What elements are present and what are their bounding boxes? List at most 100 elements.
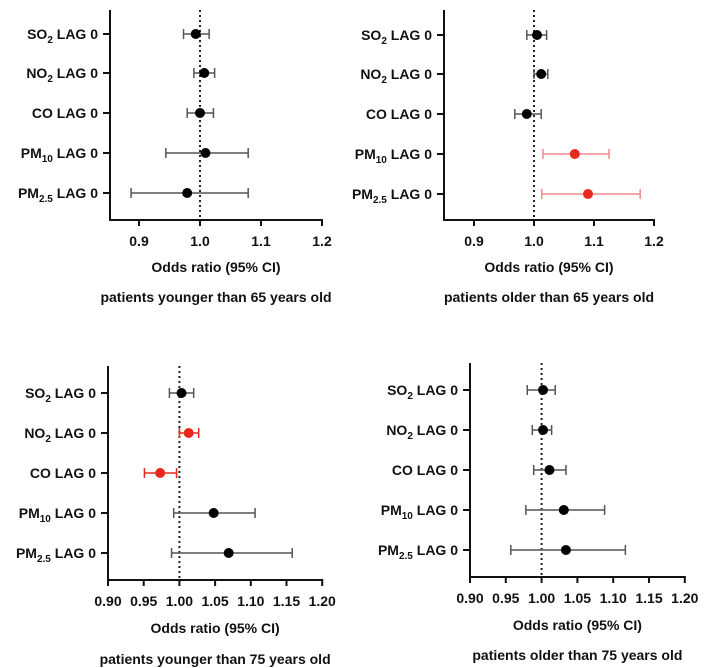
row-label-subscript: 2 [381, 36, 387, 47]
odds-ratio-point [569, 149, 580, 159]
row-label-subscript: 2 [381, 75, 387, 86]
row-label: PM2.5 LAG 0 [352, 186, 432, 206]
x-tick-label: 1.20 [671, 590, 698, 606]
row-label-lag: LAG 0 [413, 502, 458, 518]
x-tick-label: 1.2 [644, 233, 664, 249]
row-label: CO LAG 0 [392, 462, 458, 478]
odds-ratio-point [521, 109, 532, 119]
forest-panel-3: 0.90 0.95 1.00 1.05 1.10 1.15 1.20 Odds ratio (… [16, 366, 336, 667]
x-tick-label: 1.15 [273, 593, 300, 609]
row-label-name: NO [386, 422, 407, 438]
row-label-subscript: 2 [47, 35, 53, 46]
row-label-lag: LAG 0 [387, 66, 432, 82]
row-label-lag: LAG 0 [387, 27, 432, 43]
row-label-name: NO [26, 65, 47, 81]
odds-ratio-point [223, 548, 234, 558]
odds-ratio-point [183, 428, 194, 438]
row-label-subscript: 2 [47, 74, 53, 85]
x-tick-label: 1.1 [251, 233, 271, 249]
row-label-subscript: 10 [42, 154, 54, 165]
x-tick-label: 1.0 [524, 233, 544, 249]
x-tick-label: 1.05 [201, 593, 228, 609]
row-label-subscript: 2 [407, 431, 413, 442]
row-label: SO2 LAG 0 [27, 26, 98, 46]
odds-ratio-point [536, 69, 547, 79]
row-label-name: SO [25, 385, 45, 401]
row-label: PM2.5 LAG 0 [378, 542, 458, 562]
row-label-lag: LAG 0 [53, 145, 98, 161]
x-tick-label: 0.95 [130, 593, 157, 609]
row-label-lag: LAG 0 [51, 505, 96, 521]
row-label-name: PM [352, 186, 373, 202]
x-tick-label: 1.00 [528, 590, 555, 606]
x-tick-label: 1.1 [584, 233, 604, 249]
odds-ratio-point [200, 148, 211, 158]
x-axis-label: Odds ratio (95% CI) [513, 617, 642, 633]
x-axis-label: Odds ratio (95% CI) [151, 620, 280, 636]
odds-ratio-point [195, 108, 205, 118]
x-tick-label: 0.90 [94, 593, 121, 609]
forest-panel-2: 0.9 1.0 1.1 1.2 Odds ratio (95% CI) patients … [352, 10, 664, 305]
row-label: PM2.5 LAG 0 [16, 545, 96, 565]
row-label: PM10 LAG 0 [355, 146, 432, 166]
x-tick-label: 1.00 [166, 593, 193, 609]
odds-ratio-point [176, 388, 187, 398]
row-label-name: PM [19, 505, 40, 521]
row-label: CO LAG 0 [30, 465, 96, 481]
panel-subtitle: patients younger than 75 years old [100, 651, 331, 667]
row-label: NO2 LAG 0 [386, 422, 458, 442]
row-label-lag: LAG 0 [387, 146, 432, 162]
row-label-name: SO [361, 27, 381, 43]
odds-ratio-point [544, 465, 555, 475]
row-label-subscript: 10 [376, 155, 388, 166]
row-label: SO2 LAG 0 [387, 382, 458, 402]
x-tick-label: 0.9 [464, 233, 484, 249]
x-tick-label: 1.10 [600, 590, 627, 606]
odds-ratio-point [182, 188, 193, 198]
row-label: NO2 LAG 0 [360, 66, 432, 86]
odds-ratio-point [532, 30, 542, 40]
row-label: PM10 LAG 0 [381, 502, 458, 522]
row-label-name: NO [360, 66, 381, 82]
row-label-name: NO [24, 425, 45, 441]
odds-ratio-point [560, 545, 571, 555]
row-label-name: SO [387, 382, 407, 398]
odds-ratio-point [538, 425, 549, 435]
row-label-lag: LAG 0 [53, 26, 98, 42]
row-label-name: PM [355, 146, 376, 162]
row-label: NO2 LAG 0 [26, 65, 98, 85]
row-label-subscript: 2.5 [373, 195, 387, 206]
row-label-name: CO LAG 0 [392, 462, 458, 478]
row-label-name: CO LAG 0 [32, 105, 98, 121]
row-label-name: PM [16, 545, 37, 561]
row-label-name: PM [381, 502, 402, 518]
row-label: PM10 LAG 0 [19, 505, 96, 525]
row-label-lag: LAG 0 [53, 65, 98, 81]
row-label: CO LAG 0 [32, 105, 98, 121]
row-label-subscript: 10 [402, 511, 414, 522]
x-tick-label: 1.0 [190, 233, 210, 249]
x-axis-label: Odds ratio (95% CI) [151, 259, 280, 275]
forest-panel-1: 0.9 1.0 1.1 1.2 Odds ratio (95% CI) patients … [18, 10, 332, 305]
row-label: SO2 LAG 0 [361, 27, 432, 47]
odds-ratio-point [208, 508, 219, 518]
x-axis-label: Odds ratio (95% CI) [484, 259, 613, 275]
x-tick-label: 1.2 [312, 233, 332, 249]
x-tick-label: 0.95 [492, 590, 519, 606]
row-label-lag: LAG 0 [53, 185, 98, 201]
row-label-subscript: 2.5 [37, 554, 51, 565]
row-label-lag: LAG 0 [387, 186, 432, 202]
odds-ratio-point [558, 505, 569, 515]
row-label-name: CO LAG 0 [30, 465, 96, 481]
row-label: PM10 LAG 0 [21, 145, 98, 165]
row-label-subscript: 2 [407, 391, 413, 402]
row-label: PM2.5 LAG 0 [18, 185, 98, 205]
row-label-lag: LAG 0 [51, 545, 96, 561]
row-label-subscript: 2.5 [39, 194, 53, 205]
odds-ratio-point [583, 189, 593, 199]
panel-subtitle: patients older than 65 years old [444, 289, 654, 305]
x-tick-label: 1.10 [237, 593, 264, 609]
row-label-name: CO LAG 0 [366, 106, 432, 122]
row-label-lag: LAG 0 [413, 422, 458, 438]
odds-ratio-point [190, 29, 201, 39]
